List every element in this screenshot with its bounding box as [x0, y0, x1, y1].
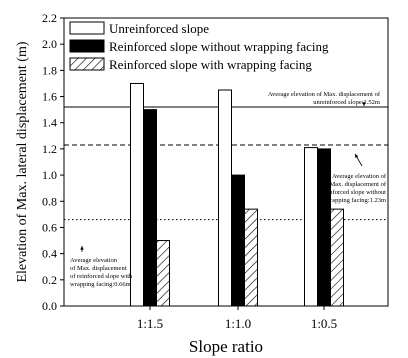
legend-swatch [69, 39, 105, 53]
bar-unreinforced-1 [218, 89, 232, 307]
legend-swatch [69, 21, 105, 35]
y-tick-label: 1.0 [42, 168, 57, 182]
y-tick-label: 2.0 [42, 37, 57, 51]
y-tick-label: 1.4 [42, 116, 57, 130]
plot-frame [63, 17, 389, 307]
y-tick-label: 1.2 [42, 142, 57, 156]
legend-label: Unreinforced slope [109, 21, 209, 36]
bar-reinforced-no-wrap-0 [143, 109, 157, 307]
bar-reinforced-wrap-1 [244, 208, 258, 307]
x-axis-label: Slope ratio [189, 337, 263, 356]
y-tick-label: 2.2 [42, 11, 57, 25]
x-tick-label: 1:1.0 [225, 316, 251, 331]
annotation-text: Average elevation of Max. displacement of … [70, 257, 133, 288]
legend-label: Reinforced slope without wrapping facing [109, 39, 329, 54]
y-tick-label: 0.4 [42, 247, 57, 261]
x-tick-label: 1:1.5 [137, 316, 163, 331]
annotation-arrowhead [80, 246, 84, 250]
bar-reinforced-no-wrap-2 [317, 148, 331, 307]
y-tick-label: 0.0 [42, 299, 57, 313]
y-tick-label: 0.8 [42, 194, 57, 208]
bar-reinforced-wrap-2 [330, 208, 344, 307]
legend-label: Reinforced slope with wrapping facing [109, 57, 312, 72]
bar-unreinforced-2 [304, 147, 318, 307]
y-tick-label: 1.8 [42, 63, 57, 77]
y-axis-label: Elevation of Max. lateral displacement (… [15, 41, 30, 282]
annotation-arrowhead [355, 154, 359, 158]
annotation-text: Average elevation of Max. displacement o… [268, 91, 381, 106]
bar-reinforced-no-wrap-1 [231, 174, 245, 307]
legend-swatch [69, 57, 105, 71]
annotation-text: Average elevation of Max. displacement of… [322, 173, 386, 204]
x-tick-label: 1:0.5 [311, 316, 337, 331]
y-tick-label: 0.6 [42, 220, 57, 234]
annotation-arrowhead [362, 102, 366, 106]
y-tick-label: 1.6 [42, 90, 57, 104]
bar-unreinforced-0 [130, 82, 144, 307]
y-tick-label: 0.2 [42, 273, 57, 287]
bar-reinforced-wrap-0 [156, 240, 170, 307]
